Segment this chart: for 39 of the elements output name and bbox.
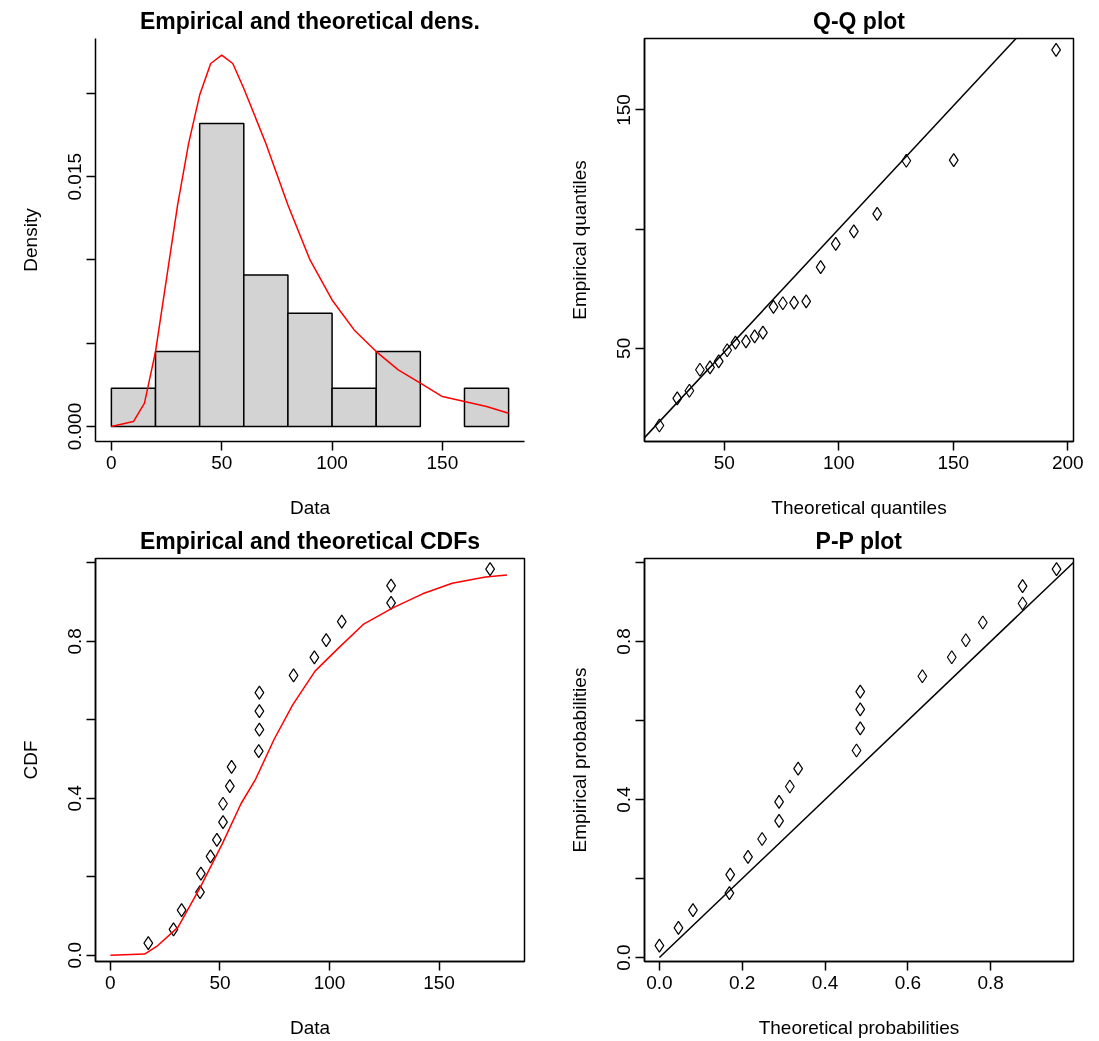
y-tick-label: 0.0 — [64, 942, 86, 969]
x-axis-title: Theoretical probabilities — [758, 1016, 960, 1038]
x-tick-label: 150 — [423, 971, 455, 993]
y-tick-label: 0.4 — [64, 784, 86, 812]
x-tick-label: 50 — [209, 971, 231, 993]
x-tick-label: 50 — [713, 451, 735, 473]
y-tick-label: 0.8 — [64, 628, 86, 655]
y-tick-label: 50 — [613, 337, 635, 359]
x-tick-label: 0 — [105, 971, 116, 993]
x-axis-title: Data — [289, 1016, 331, 1038]
x-tick-label: 100 — [316, 451, 348, 473]
chart-title: Empirical and theoretical dens. — [140, 7, 480, 34]
x-tick-label: 0.0 — [646, 971, 673, 993]
x-tick-label: 150 — [426, 451, 459, 473]
x-tick-label: 0.6 — [894, 971, 922, 993]
x-tick-label: 0 — [106, 451, 117, 473]
y-tick-label: 0.8 — [613, 628, 635, 655]
chart-title: P-P plot — [815, 527, 903, 554]
x-tick-label: 0.2 — [729, 971, 756, 993]
x-tick-label: 50 — [211, 451, 233, 473]
y-tick-label: 0.015 — [64, 152, 86, 201]
y-axis-title: CDF — [19, 740, 41, 780]
x-axis-title: Data — [289, 496, 331, 518]
x-tick-label: 200 — [1051, 451, 1084, 473]
y-axis-title: Empirical probabilities — [568, 667, 590, 853]
chart-title: Q-Q plot — [813, 7, 906, 34]
chart-title: Empirical and theoretical CDFs — [140, 527, 480, 554]
x-tick-label: 100 — [822, 451, 855, 473]
y-tick-label: 0.0 — [613, 944, 635, 971]
x-tick-label: 0.8 — [977, 971, 1004, 993]
y-axis-title: Density — [19, 207, 41, 272]
x-tick-label: 100 — [313, 971, 346, 993]
x-axis-title: Theoretical quantiles — [771, 496, 947, 518]
x-tick-label: 150 — [937, 451, 970, 473]
y-tick-label: 150 — [613, 94, 635, 126]
y-axis-title: Empirical quantiles — [568, 160, 590, 320]
y-tick-label: 0.000 — [64, 402, 86, 451]
y-tick-label: 0.4 — [613, 785, 635, 813]
x-tick-label: 0.4 — [811, 971, 839, 993]
